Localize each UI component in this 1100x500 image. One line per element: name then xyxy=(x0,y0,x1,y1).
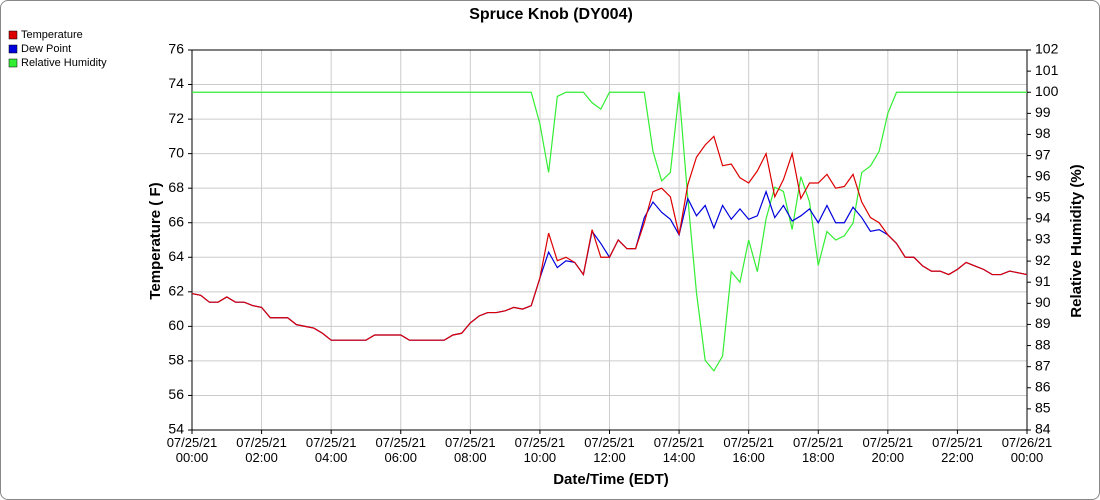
x-axis-title: Date/Time (EDT) xyxy=(553,471,669,488)
y2-tick-label: 101 xyxy=(1035,62,1059,78)
y-tick-label: 58 xyxy=(168,352,184,368)
legend-label: Temperature xyxy=(21,29,83,41)
y-tick-label: 74 xyxy=(168,75,184,91)
x-tick-label: 07/25/21 08:00 xyxy=(445,435,496,465)
legend-swatch xyxy=(8,58,18,68)
y2-tick-label: 86 xyxy=(1035,378,1051,394)
legend-swatch xyxy=(8,30,18,40)
legend-swatch xyxy=(8,44,18,54)
y2-tick-label: 85 xyxy=(1035,400,1051,416)
y-axis-title: Temperature ( F) xyxy=(147,182,164,299)
legend-label: Dew Point xyxy=(21,43,71,55)
y-tick-label: 62 xyxy=(168,283,184,299)
chart-title: Spruce Knob (DY004) xyxy=(469,6,633,23)
y-tick-label: 68 xyxy=(168,179,184,195)
x-tick-label: 07/25/21 02:00 xyxy=(236,435,287,465)
y-tick-label: 76 xyxy=(168,41,184,57)
y2-tick-label: 94 xyxy=(1035,210,1051,226)
x-tick-label: 07/25/21 18:00 xyxy=(792,435,844,465)
y2-tick-label: 100 xyxy=(1035,83,1059,99)
y-tick-label: 54 xyxy=(168,421,184,437)
x-tick-label: 07/25/21 20:00 xyxy=(862,435,914,465)
y2-tick-label: 84 xyxy=(1035,421,1051,437)
x-tick-label: 07/25/21 22:00 xyxy=(932,435,983,465)
x-tick-label: 07/25/21 04:00 xyxy=(305,435,357,465)
y2-tick-label: 102 xyxy=(1035,41,1059,57)
y2-tick-label: 88 xyxy=(1035,336,1051,352)
y2-tick-label: 87 xyxy=(1035,357,1051,373)
x-tick-label: 07/25/21 10:00 xyxy=(514,435,566,465)
y-tick-label: 60 xyxy=(168,317,184,333)
y-tick-label: 66 xyxy=(168,213,184,229)
plot-border xyxy=(191,49,1028,431)
x-tick-label: 07/25/21 06:00 xyxy=(375,435,427,465)
y2-tick-label: 93 xyxy=(1035,231,1051,247)
y2-axis-title: Relative Humidity (%) xyxy=(1068,164,1085,317)
y2-tick-label: 99 xyxy=(1035,104,1051,120)
y2-tick-label: 98 xyxy=(1035,125,1051,141)
y2-tick-label: 97 xyxy=(1035,146,1051,162)
series-line xyxy=(192,91,1027,372)
series-line xyxy=(191,135,1028,341)
x-tick-label: 07/26/21 00:00 xyxy=(1001,435,1053,465)
x-tick-label: 07/25/21 00:00 xyxy=(166,435,218,465)
y-tick-label: 70 xyxy=(168,144,184,160)
x-tick-label: 07/25/21 16:00 xyxy=(723,435,774,465)
y-tick-label: 56 xyxy=(168,386,184,402)
x-tick-label: 07/25/21 14:00 xyxy=(653,435,705,465)
y2-tick-label: 95 xyxy=(1035,188,1051,204)
y-tick-label: 72 xyxy=(168,110,184,126)
y2-tick-label: 89 xyxy=(1035,315,1051,331)
y2-tick-label: 90 xyxy=(1035,294,1051,310)
y2-tick-label: 96 xyxy=(1035,167,1051,183)
legend-label: Relative Humidity xyxy=(21,57,107,69)
y-tick-label: 64 xyxy=(168,248,184,264)
y2-tick-label: 91 xyxy=(1035,273,1051,289)
x-tick-label: 07/25/21 12:00 xyxy=(584,435,635,465)
y2-tick-label: 92 xyxy=(1035,252,1051,268)
